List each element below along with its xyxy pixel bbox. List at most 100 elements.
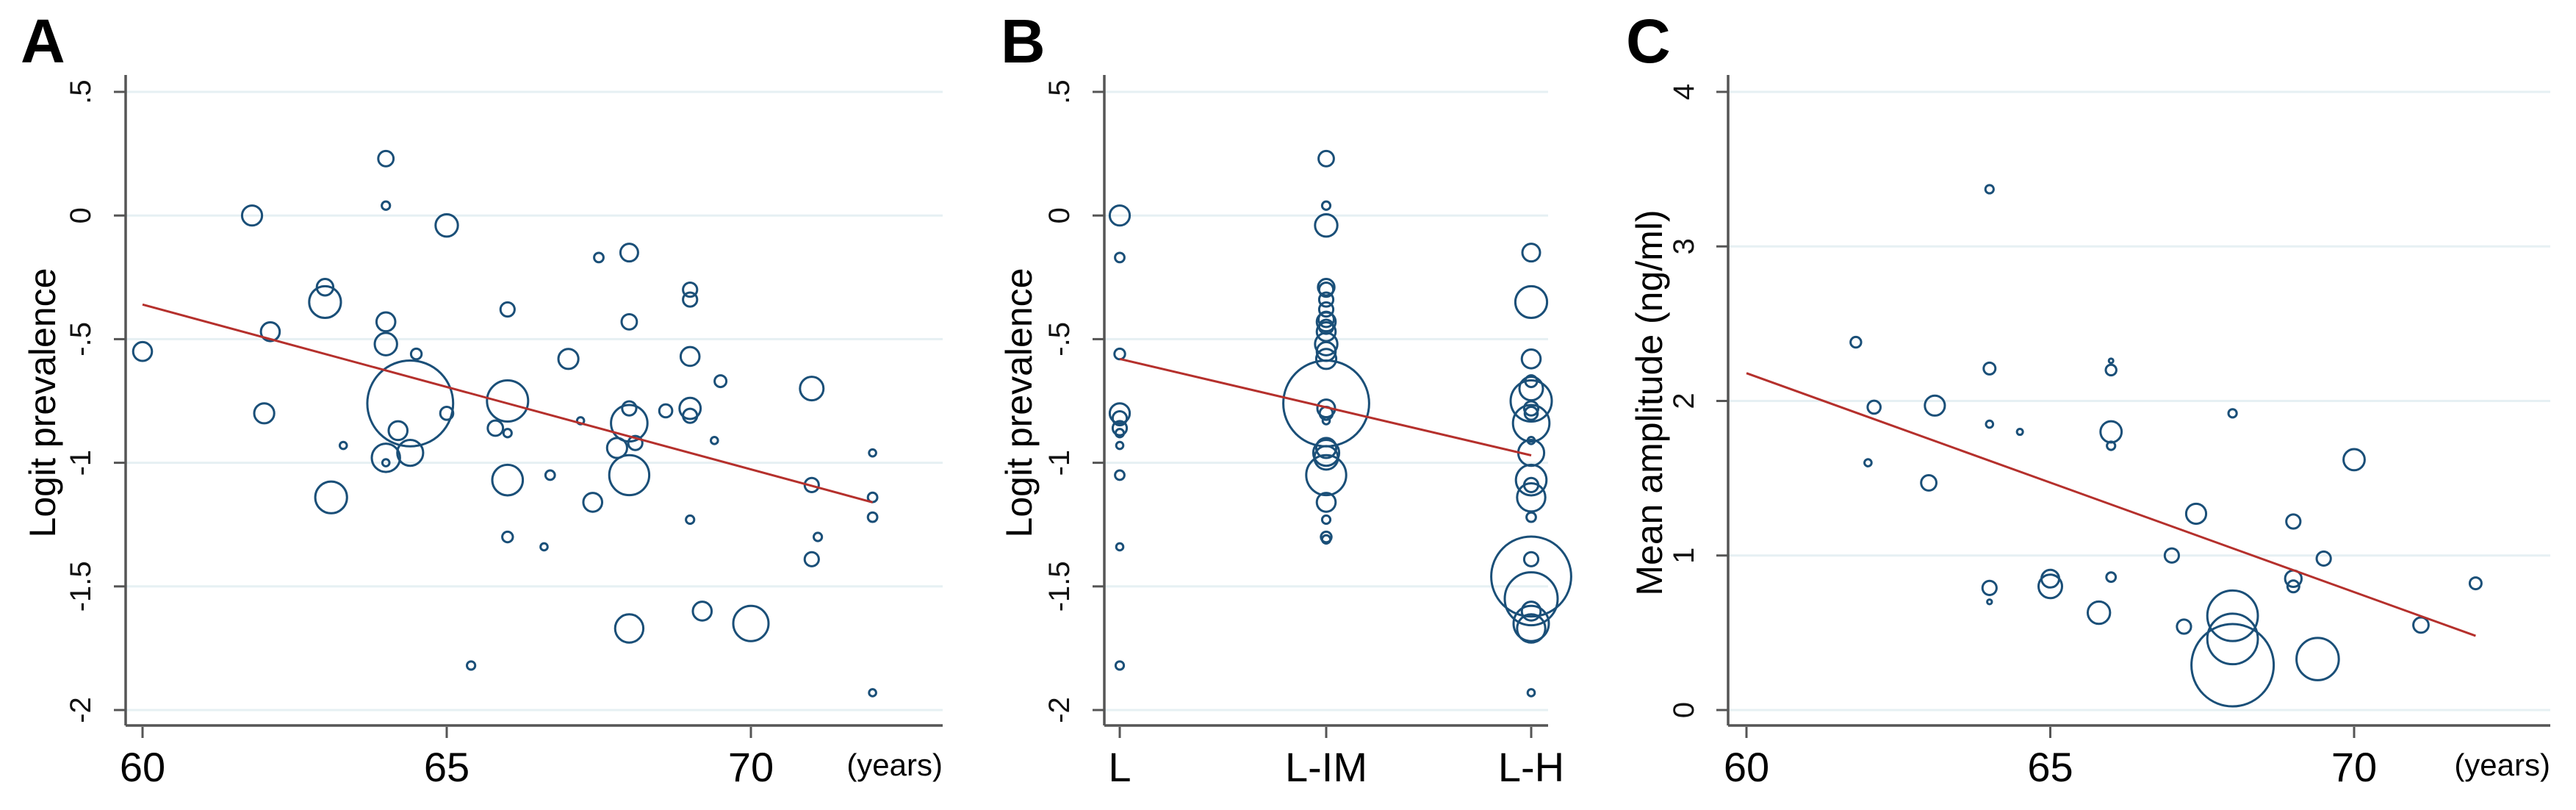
y-tick-label: -.5 [1043,322,1076,356]
data-point [608,454,651,497]
data-point [1849,335,1863,349]
panel-letter: A [21,7,65,76]
data-point [620,312,638,331]
data-point [812,531,824,542]
data-point [2015,428,2024,437]
x-tick-label: L-H [1498,744,1564,790]
data-point [682,282,699,298]
data-point [1986,598,1993,606]
data-point [338,440,348,451]
y-tick-label: -1 [65,450,97,476]
data-point [2285,513,2302,530]
panel-letter: B [1001,7,1046,76]
data-point [486,379,530,423]
data-point [2190,623,2275,708]
data-point [2086,600,2112,626]
data-point [1525,511,1537,523]
data-point [2286,579,2300,594]
y-tick-label: 4 [1668,84,1700,100]
data-point [253,402,276,425]
data-point [1924,394,1946,417]
data-point [1282,359,1370,448]
data-point [1512,604,1550,642]
data-point [1315,492,1337,513]
data-point [2106,440,2117,451]
data-point [1317,291,1335,308]
data-point [501,530,514,544]
y-tick-label: 0 [1668,702,1700,718]
data-point [539,542,549,552]
data-point [2315,550,2332,567]
panel-b: B .5 0 -.5 -1 -1.5 -2 L L-IM L-H Logit prevalence [999,7,1572,790]
data-point [1866,399,1882,415]
y-tick-label: 1 [1668,548,1700,564]
data-point [2206,612,2259,666]
data-point [582,492,604,513]
data-point [2468,576,2483,591]
data-point [1314,348,1338,370]
y-tick-label: -1.5 [1043,561,1076,612]
data-point [1516,481,1547,513]
data-point [240,204,264,227]
data-point [502,428,513,439]
data-point [1985,419,1995,429]
data-point [1314,331,1339,356]
data-point [593,251,605,264]
data-point [370,442,401,473]
data-point [1509,379,1553,423]
data-point [2099,420,2123,444]
data-point [2227,408,2238,419]
data-point [2107,357,2115,365]
y-tick-label: 3 [1668,238,1700,254]
data-point [387,420,409,442]
y-axis-title: Logit prevalence [22,268,63,538]
data-point [1490,535,1572,618]
data-point [1511,404,1551,443]
data-point [1111,409,1129,427]
data-point [868,688,877,698]
data-point [1317,149,1335,168]
data-point [627,434,644,451]
y-tick-label: -.5 [65,322,97,356]
data-point [366,359,455,448]
data-point [2206,589,2259,642]
x-tick-label: 65 [2027,744,2073,790]
y-tick-label: .5 [65,79,97,104]
data-point [1920,474,1938,492]
y-tick-label: -1 [1043,450,1076,476]
data-point [1108,402,1132,425]
data-point [434,212,459,238]
data-point [1314,212,1339,238]
data-point [685,514,696,526]
data-point [2184,502,2208,526]
x-tick-label: L-IM [1285,744,1367,790]
data-point [499,301,516,318]
data-point [466,660,477,671]
data-point [2104,363,2118,377]
data-point [409,347,423,361]
data-point [1514,284,1549,320]
data-point [439,406,455,421]
data-point [557,348,580,370]
data-point [713,374,728,389]
data-point [710,436,719,445]
data-point [658,403,674,419]
y-axis-title: Logit prevalence [999,268,1040,538]
x-tick-label: L [1108,744,1131,790]
regression-line [1746,372,2476,637]
data-point [1522,551,1540,567]
data-point [1317,282,1335,298]
data-point [1315,311,1337,333]
x-tick-label: 60 [1724,744,1769,790]
data-point [1113,347,1126,361]
x-axis-unit: (years) [846,748,943,782]
data-point [1981,579,1998,597]
y-tick-label: 0 [1043,207,1076,223]
data-point [486,419,505,437]
y-tick-label: 0 [65,207,97,223]
x-tick-label: 60 [120,744,165,790]
x-tick-label: 70 [728,744,774,790]
data-point [2342,448,2366,472]
data-point [2105,571,2118,584]
data-point [1514,463,1548,497]
